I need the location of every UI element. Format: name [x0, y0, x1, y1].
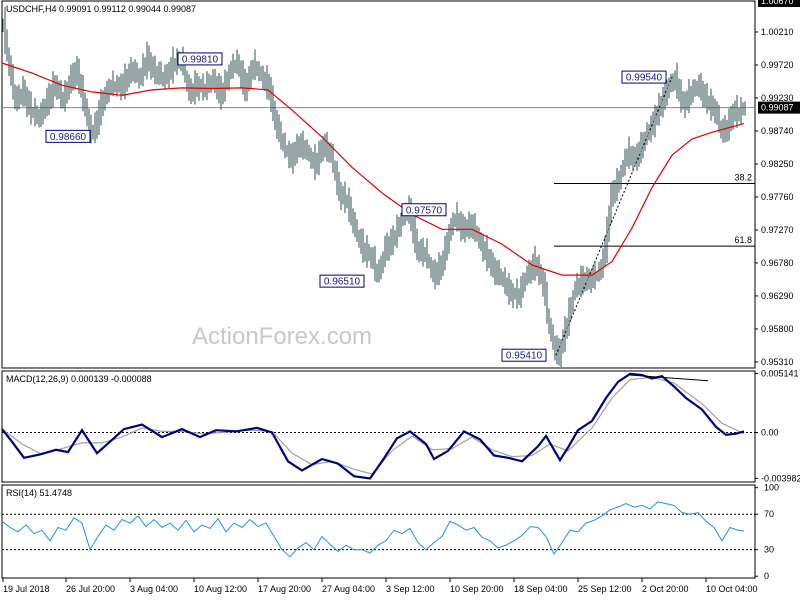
rsi-panel-title: RSI(14) 51.4748 — [6, 488, 72, 498]
annotation-label: 0.95410 — [506, 351, 543, 362]
rsi-tick-label: 70 — [764, 509, 774, 519]
moving-average — [1, 62, 745, 276]
macd-lines — [1, 372, 745, 480]
price-annotations: 0.98660 0.99810 0.96510 0.97570 0.95410 0.995… — [45, 52, 667, 362]
macd-axis: 0.005141 0.00 -0.003982 — [755, 368, 800, 483]
annotation-box — [401, 203, 447, 217]
annotation-box — [319, 274, 365, 288]
annotation-label: 0.99810 — [182, 54, 219, 65]
rsi-tick-label: 0 — [764, 571, 769, 581]
rsi-tick-label: 30 — [764, 545, 774, 555]
time-tick-label: 19 Jul 2018 — [3, 584, 50, 594]
annotation-box — [45, 129, 91, 143]
price-tick-label: 1.00210 — [761, 27, 794, 37]
time-tick-label: 18 Sep 04:00 — [514, 584, 568, 594]
top-price-label: 1.00670 — [761, 0, 794, 6]
price-tick-label: 0.95310 — [761, 357, 794, 367]
rsi-tick-label: 100 — [764, 483, 779, 493]
time-tick-label: 2 Oct 20:00 — [642, 584, 689, 594]
annotation-label: 0.96510 — [324, 277, 361, 288]
time-axis: 19 Jul 2018 26 Jul 20:00 3 Aug 04:00 10 Aug… — [2, 578, 758, 594]
annotation-label: 0.99540 — [626, 73, 663, 84]
top-price-badge — [758, 0, 800, 7]
time-tick-label: 3 Sep 12:00 — [386, 584, 435, 594]
price-tick-label: 0.98250 — [761, 159, 794, 169]
macd-panel-frame — [1, 370, 756, 483]
price-bars — [2, 6, 746, 368]
macd-panel-title: MACD(12,26,9) 0.000139 -0.000088 — [6, 374, 152, 384]
time-tick-label: 26 Jul 20:00 — [66, 584, 115, 594]
annotation-box — [501, 348, 547, 362]
price-axis: 1.00210 0.99720 0.99230 0.98740 0.98250 0.977… — [755, 0, 800, 367]
time-tick-label: 17 Aug 20:00 — [258, 584, 311, 594]
price-tick-label: 0.97760 — [761, 192, 794, 202]
price-tick-label: 0.99720 — [761, 60, 794, 70]
rsi-panel-frame — [1, 484, 756, 579]
rsi-lines — [1, 501, 745, 558]
time-tick-label: 10 Oct 04:00 — [706, 584, 758, 594]
time-tick-label: 3 Aug 04:00 — [130, 584, 178, 594]
fib-level-label: 61.8 — [734, 235, 752, 245]
annotation-box — [621, 70, 667, 84]
annotation-box — [177, 52, 223, 66]
time-tick-label: 25 Sep 12:00 — [578, 584, 632, 594]
time-tick-label: 10 Sep 20:00 — [450, 584, 504, 594]
price-tick-label: 0.96290 — [761, 291, 794, 301]
macd-trendline — [629, 374, 709, 382]
price-panel-title: USDCHF,H4 0.99091 0.99112 0.99044 0.9908… — [6, 4, 196, 14]
price-tick-label: 0.97270 — [761, 225, 794, 235]
annotation-label: 0.97570 — [406, 205, 443, 216]
rsi-line — [1, 501, 745, 558]
rsi-axis: 100 70 30 0 — [755, 483, 779, 581]
time-tick-label: 10 Aug 12:00 — [194, 584, 247, 594]
macd-tick-label: 0.00 — [761, 428, 779, 438]
macd-tick-label: -0.003982 — [761, 473, 800, 483]
rsi-guides — [2, 513, 755, 551]
macd-tick-label: 0.005141 — [761, 368, 799, 378]
price-tick-label: 0.95800 — [761, 324, 794, 334]
watermark: ActionForex.com — [192, 323, 372, 350]
current-price-badge — [758, 101, 800, 114]
fib-level-label: 38.2 — [734, 172, 752, 182]
current-price-label: 0.99087 — [761, 103, 794, 113]
price-tick-label: 0.99230 — [761, 93, 794, 103]
time-tick-label: 27 Aug 04:00 — [322, 584, 375, 594]
price-tick-label: 0.98740 — [761, 126, 794, 136]
ma-line — [1, 62, 745, 276]
price-tick-label: 0.96780 — [761, 258, 794, 268]
annotation-label: 0.98660 — [50, 132, 87, 143]
